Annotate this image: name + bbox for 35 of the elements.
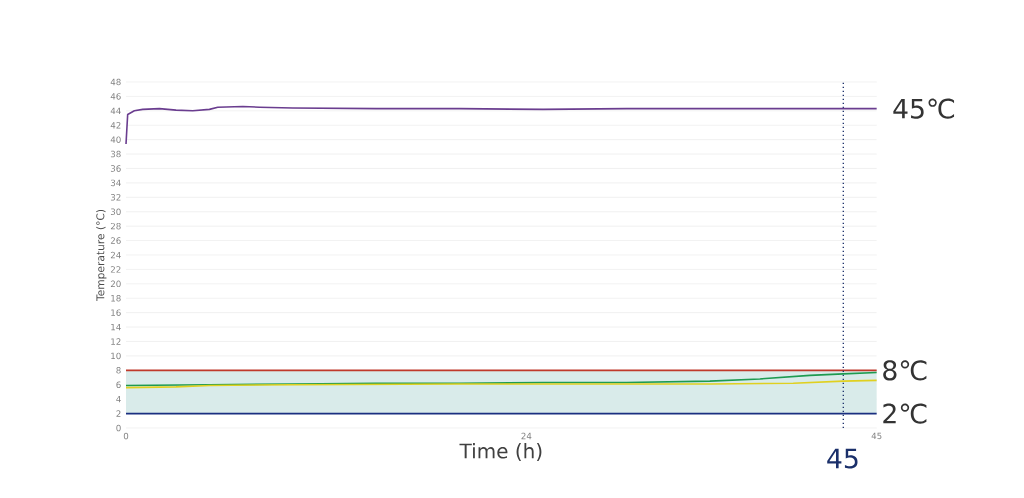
y-tick-label: 2 — [116, 410, 121, 417]
y-tick-label: 10 — [111, 352, 121, 360]
ref-line-label: 8℃ — [883, 360, 927, 381]
y-tick-label: 4 — [116, 395, 121, 403]
y-tick-label: 18 — [111, 294, 121, 302]
x-tick-label: 45 — [871, 432, 882, 440]
y-tick-label: 24 — [110, 251, 121, 259]
x-axis-title: Time (h) — [459, 443, 542, 461]
y-tick-label: 14 — [111, 323, 121, 331]
y-tick-label: 42 — [110, 122, 121, 129]
y-tick-label: 32 — [110, 194, 121, 201]
y-tick-label: 22 — [110, 266, 121, 273]
y-tick-label: 26 — [110, 237, 121, 244]
series-label: 45℃ — [893, 98, 955, 119]
ref-line-label: 2℃ — [883, 403, 927, 424]
y-tick-label: 8 — [116, 367, 121, 374]
y-tick-label: 20 — [110, 280, 121, 288]
y-tick-label: 36 — [110, 165, 121, 172]
y-tick-label: 44 — [110, 107, 121, 114]
y-tick-label: 16 — [111, 309, 121, 316]
y-tick-label: 12 — [111, 338, 121, 345]
y-tick-label: 38 — [110, 150, 121, 158]
y-tick-label: 46 — [110, 93, 121, 100]
y-tick-label: 30 — [110, 208, 121, 216]
y-tick-label: 0 — [116, 424, 121, 432]
y-tick-label: 34 — [110, 179, 121, 187]
x-tick-label: 0 — [123, 432, 129, 440]
line-series — [125, 371, 878, 387]
y-tick-label: 6 — [116, 381, 121, 389]
y-axis-title: Temperature (°C) — [96, 209, 107, 302]
y-tick-label: 40 — [110, 136, 121, 143]
y-tick-label: 28 — [110, 222, 121, 230]
text: 45 — [827, 448, 858, 469]
y-tick-label: 48 — [110, 78, 121, 86]
x-tick-label: 24 — [521, 432, 532, 440]
